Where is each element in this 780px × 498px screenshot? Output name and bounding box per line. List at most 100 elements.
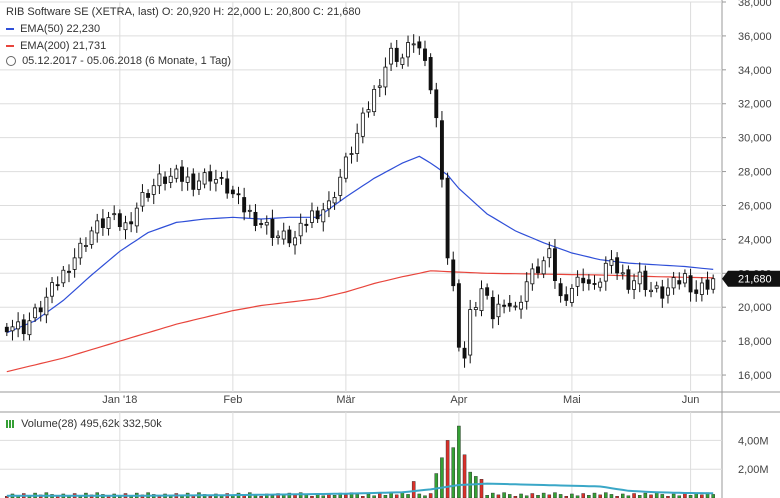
candle-body [146, 193, 151, 198]
time-tick-label: Mai [563, 394, 581, 406]
candle-body [366, 109, 371, 113]
candle-body [185, 176, 190, 183]
volume-tick-label: 4,00M [738, 435, 769, 447]
candle-body [423, 48, 427, 61]
volume-bar [394, 494, 399, 498]
volume-bar [564, 496, 569, 498]
price-tick-label: 16,000 [738, 370, 772, 382]
volume-legend[interactable]: Volume(28) 495,62k 332,50k [6, 418, 162, 430]
candle-body [281, 230, 286, 240]
candle-body [530, 268, 535, 285]
candle-body [338, 176, 343, 196]
period-legend: 05.12.2017 - 05.06.2018 (6 Monate, 1 Tag… [6, 55, 231, 67]
candle-body [253, 211, 258, 226]
volume-bar [451, 447, 455, 498]
last-price-label: 21,680 [738, 274, 772, 286]
candle-body [151, 185, 156, 195]
candle-body [33, 307, 38, 319]
candle-body [304, 223, 309, 226]
candle-body [4, 326, 9, 333]
candle-body [112, 213, 117, 216]
volume-bar [417, 493, 422, 498]
candle-body [637, 271, 642, 285]
volume-bar [519, 493, 523, 498]
ema200-legend[interactable]: EMA(200) 21,731 [6, 40, 106, 52]
volume-bar [321, 495, 326, 498]
price-tick-label: 36,000 [738, 31, 772, 43]
volume-bar [683, 493, 687, 498]
candle-body [569, 287, 574, 303]
price-tick-label: 20,000 [738, 302, 772, 314]
candle-body [581, 277, 586, 284]
candle-body [575, 276, 580, 287]
volume-bar [643, 492, 648, 498]
candle-body [196, 180, 201, 190]
volume-bar [666, 496, 670, 498]
volume-bar [406, 494, 410, 498]
candle-body [609, 259, 614, 266]
ema50-line [6, 155, 714, 334]
candle-body [332, 197, 337, 204]
candle-body [168, 175, 173, 183]
volume-bar [609, 494, 614, 498]
candle-body [389, 47, 394, 65]
instrument-title: RIB Software SE (XETRA, last) O: 20,920 … [6, 6, 361, 18]
candle-body [50, 282, 54, 297]
volume-bar [361, 496, 365, 498]
candle-body [78, 242, 83, 259]
volume-bar [457, 425, 461, 498]
candle-body [411, 43, 416, 46]
volume-bar [632, 493, 636, 498]
candle-body [326, 200, 331, 210]
candle-body [310, 210, 314, 223]
candle-body [705, 279, 710, 290]
candle-body [180, 166, 184, 182]
price-tick-label: 28,000 [738, 167, 772, 179]
candle-body [106, 217, 111, 229]
ema200-label: EMA(200) 21,731 [20, 40, 107, 52]
candle-body [513, 305, 518, 308]
volume-bar [428, 493, 433, 498]
candle-body [654, 285, 659, 289]
volume-bar [513, 496, 518, 498]
volume-bar [524, 495, 529, 498]
volume-bar [671, 493, 676, 498]
candle-body [140, 192, 145, 207]
price-tick-label: 30,000 [738, 133, 772, 145]
candle-body [377, 85, 382, 88]
candle-body [230, 189, 235, 195]
ema50-swatch [6, 28, 14, 31]
volume-bar [445, 440, 450, 498]
candle-body [620, 272, 625, 275]
volume-average-line [6, 482, 714, 497]
candle-body [496, 303, 501, 318]
candle-body [524, 281, 529, 302]
candle-body [55, 284, 60, 287]
candle-body [264, 221, 269, 226]
volume-bar [423, 495, 427, 498]
volume-bar [553, 492, 557, 498]
volume-bar [547, 494, 552, 498]
candle-body [541, 260, 546, 275]
clock-icon [6, 56, 16, 67]
ohlc-readout: RIB Software SE (XETRA, last) O: 20,920 … [6, 6, 361, 18]
volume-bar [411, 481, 416, 498]
candle-body [479, 288, 484, 312]
volume-bar [626, 495, 631, 498]
candle-body [213, 179, 218, 184]
candle-body [666, 287, 670, 296]
candle-body [592, 283, 597, 285]
volume-bars-icon [6, 420, 15, 429]
last-price-marker [722, 270, 780, 287]
candle-body [129, 221, 134, 225]
candle-body [519, 301, 524, 310]
candle-body [44, 296, 49, 316]
candle-body [16, 321, 21, 330]
candle-body [89, 230, 94, 245]
ema50-legend[interactable]: EMA(50) 22,230 [6, 23, 100, 35]
candle-body [547, 248, 552, 259]
volume-bar [575, 495, 580, 498]
candle-body [95, 220, 100, 234]
candle-body [21, 319, 26, 335]
candle-body [174, 168, 179, 179]
